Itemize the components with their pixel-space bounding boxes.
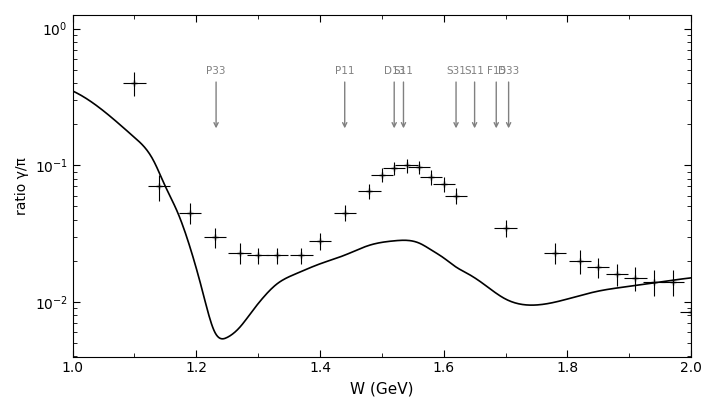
Text: D33: D33 [498,67,519,127]
Text: D13: D13 [384,67,405,127]
Text: P11: P11 [335,67,354,127]
Y-axis label: ratio γ/π: ratio γ/π [15,157,29,215]
Text: S31: S31 [446,67,466,127]
Text: S11: S11 [394,67,414,127]
Text: P33: P33 [206,67,226,127]
X-axis label: W (GeV): W (GeV) [350,381,414,396]
Text: S11: S11 [465,67,485,127]
Text: F15: F15 [487,67,505,127]
